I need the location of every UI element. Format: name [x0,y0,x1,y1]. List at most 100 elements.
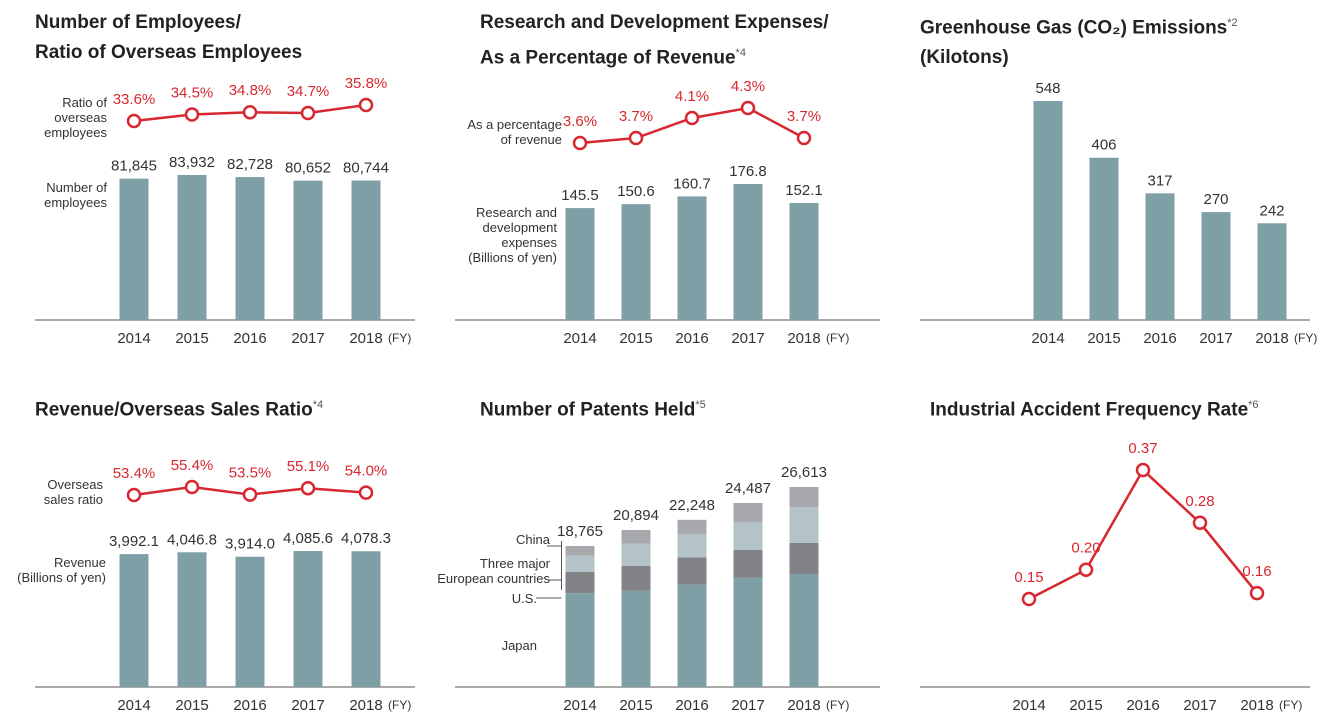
point [184,107,200,122]
x-tick-label: 2014 [1012,697,1045,714]
x-tick-label: 2014 [563,697,596,714]
x-tick-label: 2017 [291,697,324,714]
bar-segment [621,565,651,591]
bar-segment [789,487,819,508]
point [796,130,812,146]
x-axis-label: (FY) [1279,698,1302,712]
title-note: *2 [1227,17,1238,29]
chart-title: Number of Employees/ Ratio of Overseas E… [35,8,302,68]
chart-title: Greenhouse Gas (CO₂) Emissions*2 (Kiloton… [920,8,1238,73]
x-tick-label: 2017 [1199,330,1232,347]
title-text: Revenue/Overseas Sales Ratio [35,399,313,421]
line [1028,468,1258,601]
value-label: 317 [1147,172,1172,189]
bar-segment [733,549,763,578]
bar [235,556,265,687]
x-tick-label: 2015 [1087,330,1120,347]
point [242,487,258,502]
bar-segment [789,543,819,574]
bar-segment [677,519,707,535]
point [1192,515,1208,531]
point [126,113,142,129]
bar [677,196,707,320]
point [1078,562,1094,577]
total-label: 26,613 [781,464,827,481]
point [126,487,142,503]
x-tick-label: 2017 [731,330,764,347]
value-label: 53.4% [113,465,156,482]
x-tick-label: 2014 [1031,330,1064,347]
total-label: 24,487 [725,480,771,497]
x-tick-label: 2018 [349,330,382,347]
value-label: 55.4% [171,457,214,474]
value-label: 4,085.6 [283,530,333,547]
point [572,135,588,151]
x-tick-label: 2015 [175,697,208,714]
value-label: 33.6% [113,91,156,108]
x-tick-label: 2018 [787,697,820,714]
value-label: 34.7% [287,83,330,100]
bar-segment [621,543,651,566]
title-text: Research and Development Expenses/ As a … [480,12,829,69]
value-label: 55.1% [287,458,330,475]
value-label: 176.8 [729,163,767,180]
x-axis-label: (FY) [1294,331,1317,345]
point [300,480,316,496]
x-tick-label: 2016 [233,330,266,347]
value-label: 406 [1091,137,1116,154]
x-tick-label: 2016 [675,330,708,347]
leader-line [549,551,562,581]
bar-segment [733,522,763,550]
bar [119,178,149,320]
x-tick-label: 2015 [619,697,652,714]
bar-segment [677,534,707,558]
title-text: Number of Employees/ Ratio of Overseas E… [35,12,303,63]
series-name: Research and development expenses (Billi… [468,205,557,265]
value-label: 80,744 [343,159,389,176]
series-name: Number of employees [44,180,107,210]
value-label: 4,046.8 [167,531,217,548]
point [1021,591,1037,607]
value-label: 0.20 [1071,540,1100,557]
bar [177,175,207,320]
x-tick-label: 2017 [1183,697,1216,714]
value-label: 270 [1203,191,1228,208]
value-label: 54.0% [345,463,388,480]
chart-title: Number of Patents Held*5 [480,390,706,425]
bar-segment [621,590,651,687]
leader-line [536,568,562,599]
bar-segment [733,577,763,687]
series-name: Overseas sales ratio [43,477,103,507]
bar-segment [677,584,707,687]
title-note: *5 [695,399,706,411]
x-tick-label: 2015 [175,330,208,347]
value-label: 3.7% [619,108,653,125]
value-label: 0.28 [1185,493,1214,510]
x-tick-label: 2018 [1240,697,1273,714]
bar-segment [789,573,819,687]
series-name: As a percentage of revenue [467,117,562,147]
bar [351,551,381,687]
series-name: China [516,532,550,547]
value-label: 0.15 [1014,569,1043,586]
title-text: Industrial Accident Frequency Rate [930,399,1249,421]
bar [177,552,207,687]
x-axis-label: (FY) [388,331,411,345]
value-label: 34.8% [229,82,272,99]
value-label: 150.6 [617,183,655,200]
leader-line [547,541,562,551]
value-label: 3,914.0 [225,536,275,553]
point [740,100,756,116]
bar-segment [565,545,595,556]
bar [733,184,763,320]
subtitle: (Kilotons) [920,47,1009,69]
value-label: 0.37 [1128,440,1157,457]
bar [1257,223,1287,320]
value-label: 548 [1035,80,1060,97]
title-note: *6 [1248,399,1259,411]
bar [293,180,323,320]
x-axis-label: (FY) [826,331,849,345]
value-label: 0.16 [1242,563,1271,580]
